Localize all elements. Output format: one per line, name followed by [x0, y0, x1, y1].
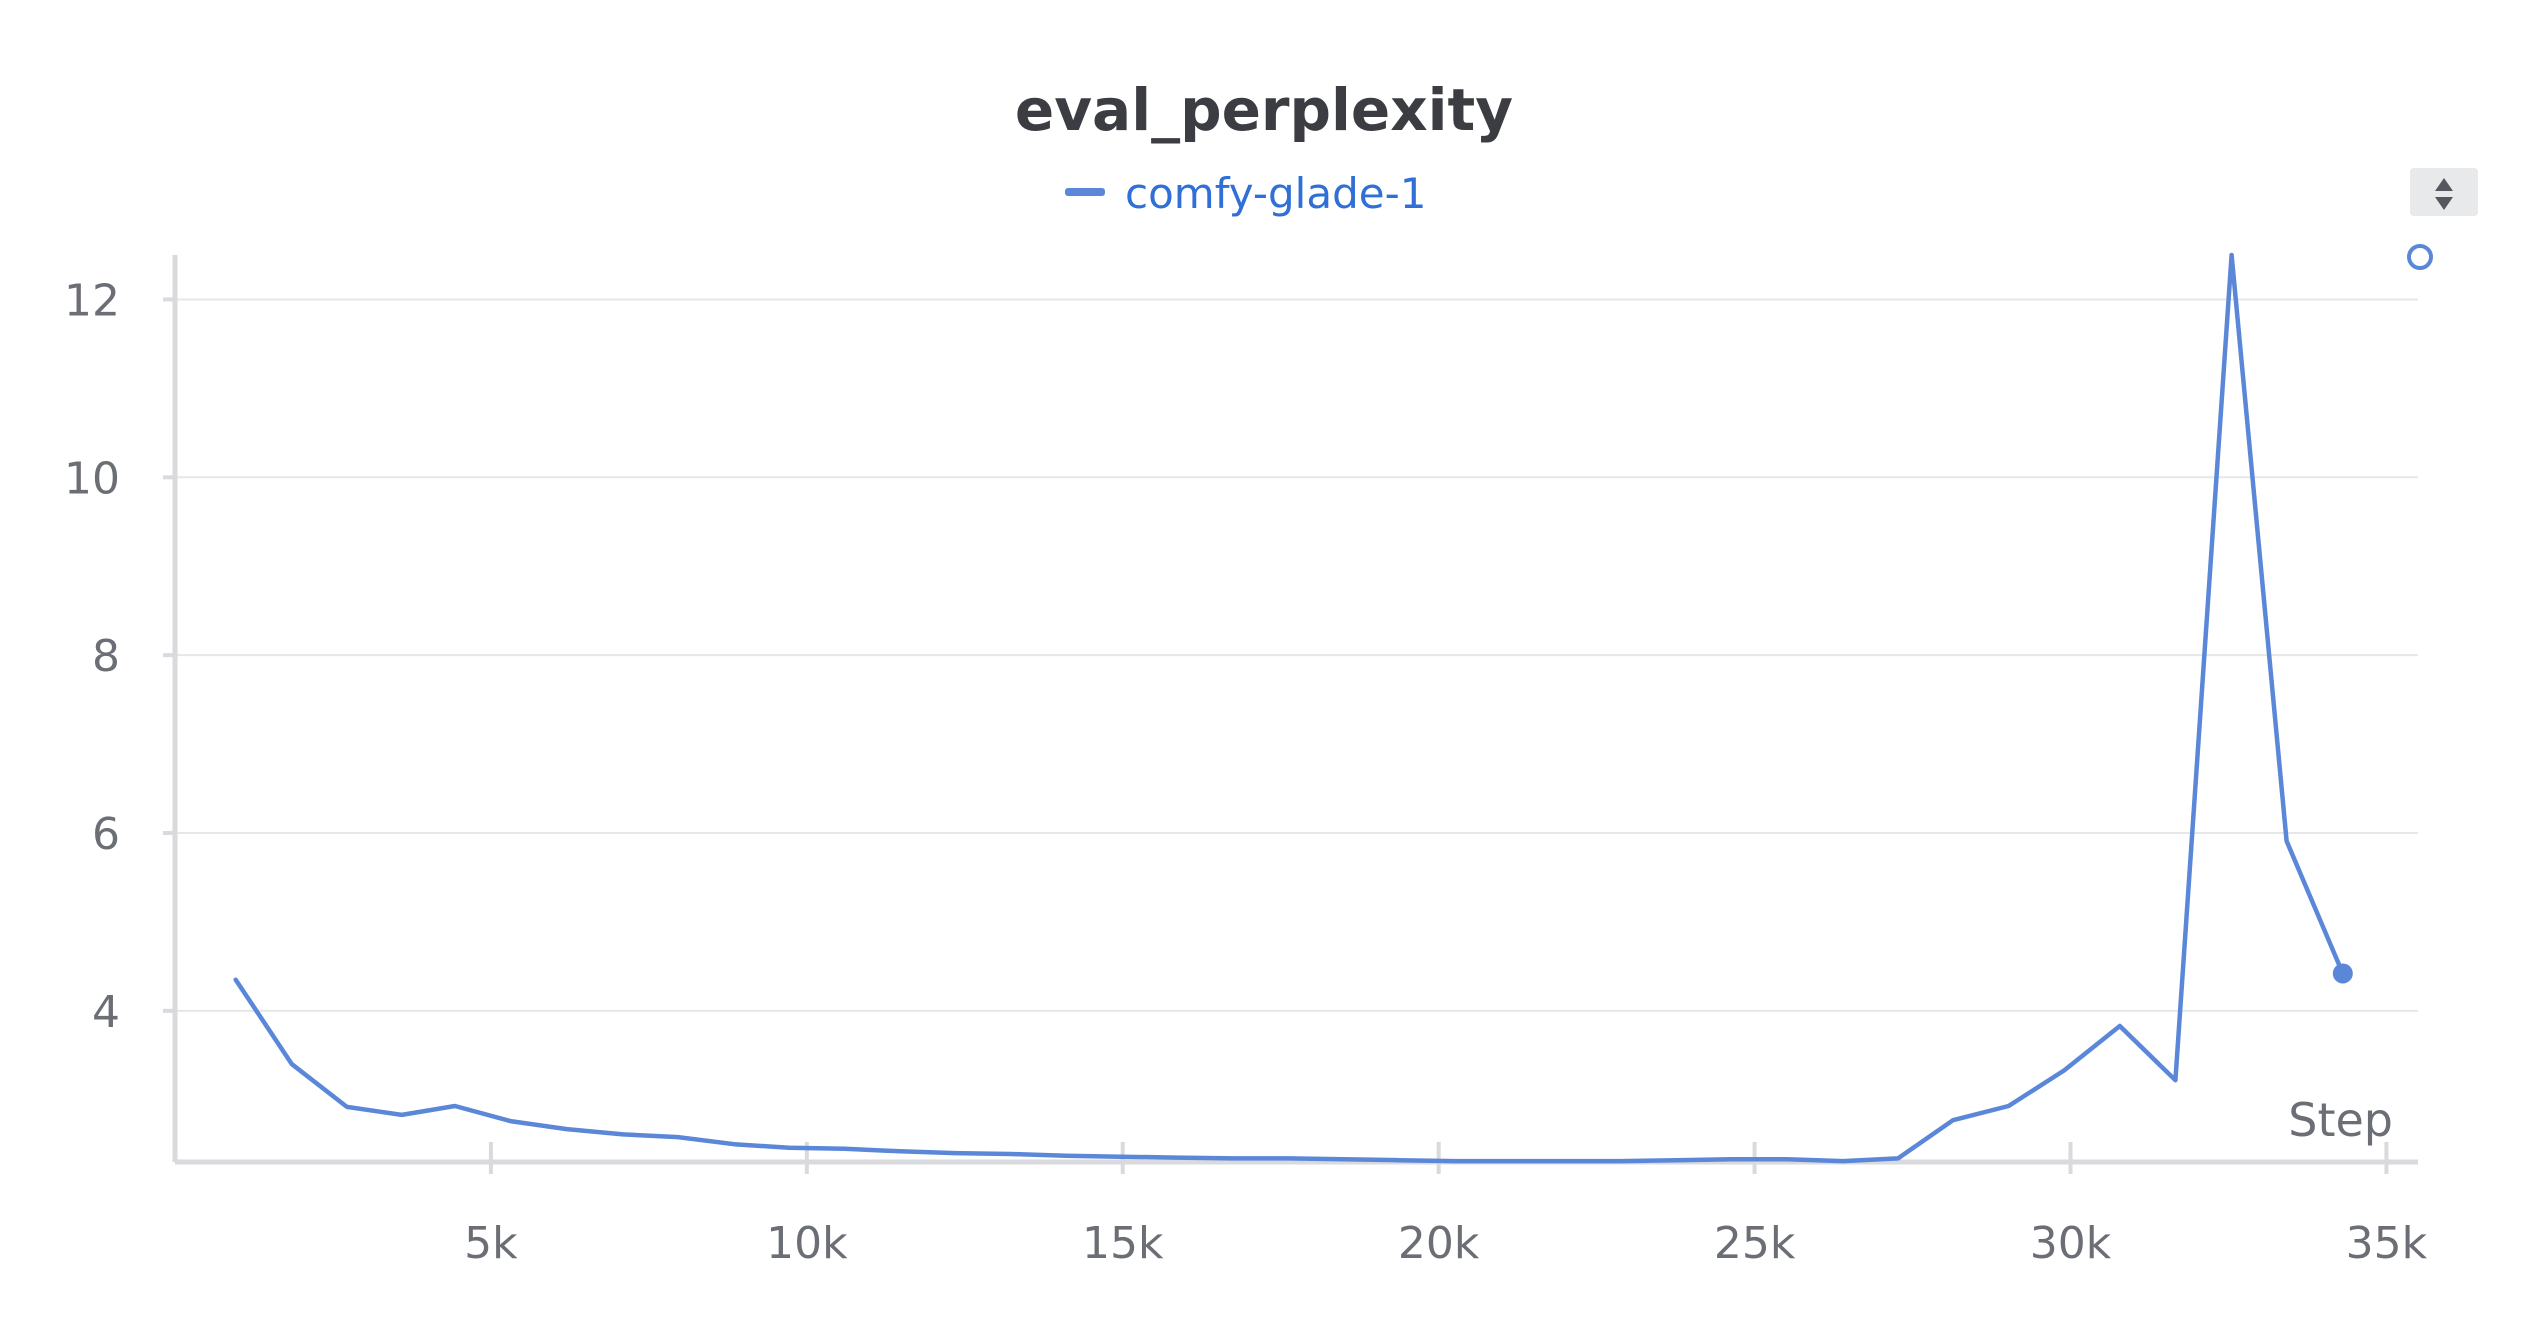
sort-arrows-icon [2435, 178, 2453, 210]
circle-outline-icon[interactable] [2407, 244, 2433, 270]
tick-labels: 4 6 8 10 12 5k 10k 15k 20k 25k 30k 35k [64, 275, 2428, 1269]
y-tick-label: 6 [92, 809, 120, 860]
x-tick-label: 10k [766, 1218, 848, 1269]
grid [175, 298, 2418, 1012]
x-tick-label: 15k [1082, 1218, 1164, 1269]
x-tick-label: 35k [2346, 1218, 2428, 1269]
y-tick-label: 8 [92, 631, 120, 682]
sort-button[interactable] [2410, 168, 2478, 216]
legend-label: comfy-glade-1 [1125, 169, 1426, 218]
last-point-marker [2332, 963, 2353, 984]
x-tick-label: 20k [1398, 1218, 1480, 1269]
axes [163, 255, 2418, 1174]
x-tick-label: 5k [464, 1218, 518, 1269]
series-line-comfy-glade-1 [233, 252, 2346, 1164]
chart-title: eval_perplexity [1015, 76, 1513, 144]
sort-control[interactable] [2410, 168, 2478, 216]
y-tick-label: 10 [64, 453, 120, 504]
series-layer [233, 252, 2353, 1164]
x-tick-label: 30k [2030, 1218, 2112, 1269]
legend-swatch [1065, 188, 1105, 196]
x-axis-label: Step [2288, 1093, 2393, 1147]
y-tick-label: 12 [64, 275, 120, 326]
x-tick-label: 25k [1714, 1218, 1796, 1269]
y-tick-label: 4 [92, 987, 120, 1038]
legend[interactable]: comfy-glade-1 [1065, 169, 1426, 218]
